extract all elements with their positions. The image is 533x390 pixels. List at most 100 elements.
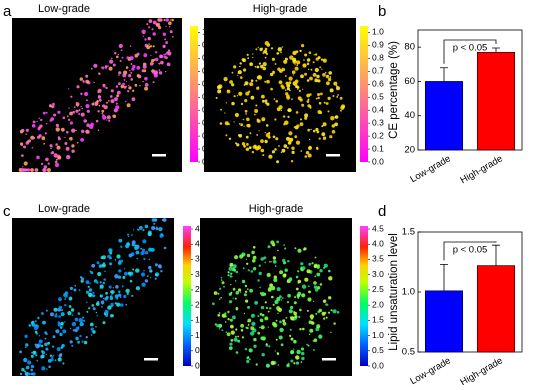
speckle [233,65,237,69]
speckle [34,168,39,172]
speckle [105,291,108,295]
speckle [91,67,93,70]
colorbar-tick-label: 0.6 [372,79,384,89]
speckle [128,74,132,78]
speckle [89,282,91,284]
speckle [274,299,279,305]
speckle [317,56,321,60]
speckle [261,313,265,317]
speckle [248,146,252,150]
speckle [32,136,36,140]
speckle [258,271,262,276]
speckle [280,51,282,54]
speckle [119,303,124,307]
speckle [233,121,235,123]
speckle [132,229,135,231]
speckle [270,261,272,263]
speckle [268,345,271,348]
speckle [154,263,158,267]
speckle [41,136,46,141]
speckle [277,307,282,312]
speckle [256,134,259,136]
panel-label: a [3,3,12,20]
speckle [304,53,308,57]
speckle [272,259,277,264]
speckle [282,321,287,326]
speckle [111,57,113,60]
speckle [244,81,249,86]
speckle [51,356,54,359]
speckle [40,312,44,315]
speckle [328,296,332,300]
speckle [331,130,336,134]
speckle [333,81,338,86]
speckle [166,62,171,67]
speckle [125,243,130,249]
bar [424,290,464,353]
speckle [58,305,63,310]
speckle [297,279,302,284]
speckle [110,89,114,93]
speckle [98,72,101,75]
speckle [134,245,139,250]
speckle [150,54,152,57]
speckle [287,260,290,263]
speckle [272,135,276,139]
speckle [218,328,220,330]
speckle [264,132,266,134]
speckle [309,93,312,96]
speckle [314,256,317,259]
speckle [310,317,314,320]
speckle [304,277,309,282]
speckle [232,315,236,320]
speckle [64,298,66,300]
speckle [46,123,48,125]
speckle [120,259,124,263]
y-axis-label: Lipid unsaturation level [388,233,400,351]
speckle [116,254,121,259]
speckle [101,109,105,113]
colorbar-tick-label: 3.0 [195,269,207,279]
speckle [43,165,48,169]
error-bar [440,67,448,82]
speckle [321,68,323,70]
speckle [250,79,254,82]
speckle [254,109,259,113]
speckle [158,265,162,269]
speckle [294,135,298,139]
speckle [294,296,297,299]
speckle [288,76,293,81]
colorbar-tick-label: 0.5 [202,91,214,101]
speckle [309,106,312,109]
speckle [303,247,307,251]
speckle [32,120,36,124]
speckle [116,55,119,59]
speckle [314,288,319,292]
speckle [91,102,95,106]
speckle [256,65,260,69]
speckle [213,291,218,295]
speckle [233,268,236,272]
speckle [127,235,129,238]
speckle [25,128,29,132]
speckle [265,132,271,138]
speckle [131,294,134,297]
speckle [85,74,89,78]
speckle [78,318,83,323]
speckle [172,36,174,38]
speckle [91,263,96,268]
speckle [258,130,260,132]
speckle [41,162,44,165]
speckle [300,118,302,121]
speckle [135,268,140,273]
speckle [312,340,314,342]
speckle [276,240,279,244]
speckle [142,239,147,244]
speckle [325,74,330,79]
speckle [118,71,122,75]
speckle [101,66,105,70]
speckle [118,43,123,49]
speckle [262,66,267,71]
speckle [215,97,218,99]
speckle [336,96,339,98]
